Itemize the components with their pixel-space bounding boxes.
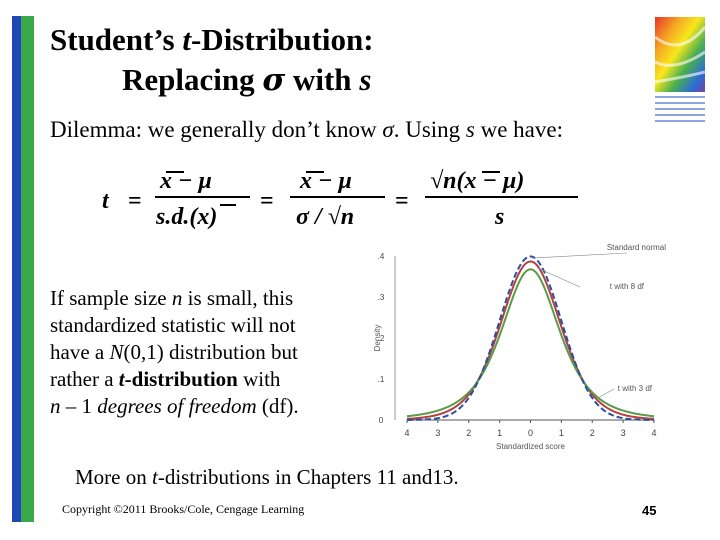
formula-equals-2: =	[260, 188, 274, 214]
formula-denominator-1: s.d.(x)	[155, 204, 217, 230]
t-distribution-chart: 4 3 2 1 0 1 2 3 4 0 .1 .2 .3 .4 Standardized score Dens…	[373, 243, 666, 451]
formula-t: t	[102, 188, 110, 214]
small-sample-explanation: If sample size n is small, this standard…	[50, 285, 370, 420]
explanation-line-2: standardized statistic will not	[50, 313, 296, 337]
formula-equals-3: =	[395, 188, 409, 214]
title-line-2: Replacing σ with s	[122, 62, 372, 98]
legend-label: t with 3 df	[618, 384, 653, 393]
y-tick-label: 0	[379, 416, 384, 425]
y-tick-label: .4	[378, 252, 385, 261]
slide-title: Student’s t-Distribution: Replacing σ wi…	[50, 20, 374, 100]
legend-leader-line	[532, 252, 628, 259]
x-tick-label: 2	[590, 428, 595, 438]
y-tick-label: .2	[378, 334, 385, 343]
more-info-text: More on t-distributions in Chapters 11 a…	[75, 465, 459, 489]
page-number: 45	[642, 503, 657, 518]
series-line	[406, 268, 655, 418]
series-line	[406, 255, 655, 421]
dilemma-text: Dilemma: we generally don’t know σ. Usin…	[50, 117, 563, 142]
x-axis-label: Standardized score	[496, 442, 565, 451]
explanation-line-3: have a N(0,1) distribution but	[50, 340, 298, 364]
title-line-1: Student’s t-Distribution:	[50, 22, 374, 57]
formula-numerator-3: √n(x − μ)	[430, 168, 524, 194]
formula-denominator-3: s	[494, 204, 504, 230]
x-tick-label: 3	[621, 428, 626, 438]
series-line	[406, 260, 655, 420]
legend-label: Standard normal	[607, 243, 666, 252]
accent-bar-blue	[12, 16, 21, 522]
t-statistic-formula: t = x − μ s.d.(x) = x − μ σ / √n = √n(x …	[102, 168, 578, 230]
x-tick-label: 1	[559, 428, 564, 438]
publisher-logo-icon	[655, 17, 705, 122]
copyright-notice: Copyright ©2011 Brooks/Cole, Cengage Lea…	[62, 502, 305, 516]
legend-label: t with 8 df	[610, 282, 645, 291]
legend-leader-line	[595, 388, 615, 400]
explanation-line-5: n – 1 degrees of freedom (df).	[50, 394, 299, 418]
y-tick-label: .3	[378, 293, 385, 302]
y-axis-label: Density	[373, 325, 382, 352]
x-tick-label: 4	[651, 428, 656, 438]
x-tick-label: 2	[466, 428, 471, 438]
x-tick-label: 1	[497, 428, 502, 438]
y-tick-label: .1	[378, 375, 385, 384]
legend-leader-line	[538, 268, 581, 288]
accent-bar-green	[21, 16, 34, 522]
x-tick-label: 3	[435, 428, 440, 438]
x-tick-label: 0	[528, 428, 533, 438]
formula-equals-1: =	[128, 188, 142, 214]
x-tick-label: 4	[404, 428, 409, 438]
explanation-line-1: If sample size n is small, this	[50, 286, 294, 310]
explanation-line-4: rather a t-distribution with	[50, 367, 281, 391]
formula-denominator-2: σ / √n	[296, 204, 354, 230]
